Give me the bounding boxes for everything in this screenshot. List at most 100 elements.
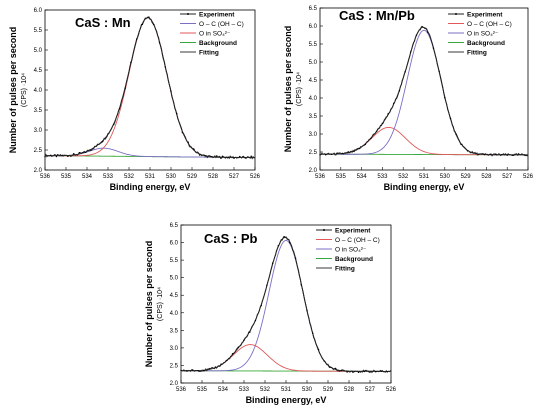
experiment-point — [444, 97, 446, 99]
experiment-point — [158, 42, 161, 44]
y-tick-label: 5.5 — [309, 42, 318, 48]
experiment-point — [186, 370, 188, 372]
legend-label: O – C (OH – C) — [199, 21, 244, 28]
experiment-point — [130, 61, 132, 64]
x-tick-label: 528 — [344, 387, 355, 393]
experiment-point — [153, 23, 155, 26]
x-tick-label: 529 — [461, 174, 472, 180]
x-tick-label: 534 — [357, 174, 368, 180]
experiment-point — [449, 117, 452, 120]
experiment-point — [489, 153, 491, 155]
experiment-point — [249, 331, 251, 333]
legend-label: Background — [467, 40, 505, 47]
x-tick-label: 536 — [315, 174, 326, 180]
experiment-point — [203, 369, 205, 372]
experiment-point — [227, 156, 229, 158]
y-axis-label: Number of pulses per second — [144, 241, 154, 368]
experiment-point — [483, 153, 486, 156]
x-axis-label: Binding energy, eV — [246, 395, 327, 405]
experiment-point — [170, 90, 172, 92]
series-experiment — [319, 25, 529, 157]
experiment-point — [254, 319, 257, 322]
experiment-point — [375, 371, 377, 373]
experiment-point — [317, 348, 320, 351]
experiment-point — [523, 154, 525, 156]
experiment-point — [289, 241, 291, 244]
x-tick-label: 529 — [323, 387, 334, 393]
experiment-point — [306, 309, 308, 312]
experiment-point — [472, 152, 474, 154]
experiment-point — [370, 137, 372, 139]
y-tick-label: 5.5 — [170, 258, 179, 264]
y-tick-label: 2.0 — [170, 381, 179, 387]
experiment-point — [398, 90, 401, 92]
chart-panel: 536 535 534 533 532 531 530 529 528 527 526 2.0 2.5 3… — [144, 223, 397, 405]
y-tick-label: 4.0 — [309, 96, 318, 102]
y-tick-label: 5.0 — [34, 48, 43, 54]
experiment-point — [369, 371, 371, 373]
experiment-point — [517, 153, 520, 155]
experiment-point — [347, 151, 350, 153]
experiment-point — [438, 70, 440, 73]
experiment-point — [50, 154, 52, 157]
x-tick-label: 532 — [124, 174, 135, 180]
series-experiment — [180, 235, 392, 374]
experiment-point — [237, 346, 239, 349]
x-tick-label: 534 — [218, 387, 229, 393]
x-tick-label: 532 — [398, 174, 409, 180]
y-tick-label: 4.0 — [170, 311, 179, 317]
experiment-point — [250, 155, 252, 158]
y-axis-unit: (CPS) ·10⁴ — [21, 73, 28, 107]
x-tick-label: 533 — [239, 387, 250, 393]
experiment-point — [135, 38, 138, 40]
x-tick-label: 526 — [250, 174, 261, 180]
experiment-point — [72, 153, 75, 155]
x-tick-label: 527 — [365, 387, 376, 393]
y-tick-label: 3.0 — [34, 128, 43, 134]
experiment-point — [198, 154, 201, 156]
series-fitting — [44, 17, 256, 159]
legend-label: O in SO₄²⁻ — [467, 31, 499, 38]
experiment-point — [312, 332, 314, 334]
chart-panel: 536 535 534 533 532 531 530 529 528 527 526 2.0 2.5 3… — [283, 6, 534, 192]
experiment-point — [427, 31, 429, 33]
experiment-point — [300, 284, 302, 286]
experiment-point — [44, 156, 46, 158]
y-tick-label: 5.0 — [170, 276, 179, 282]
experiment-point — [266, 284, 268, 287]
legend-label: Experiment — [199, 12, 235, 19]
experiment-point — [260, 304, 262, 307]
experiment-point — [415, 34, 418, 36]
panel-title: CaS : Mn/Pb — [339, 8, 415, 23]
experiment-point — [101, 141, 103, 143]
experiment-point — [346, 371, 348, 373]
experiment-point — [330, 153, 333, 155]
experiment-point — [404, 71, 406, 73]
x-tick-label: 530 — [440, 174, 451, 180]
legend-label: Experiment — [467, 12, 503, 19]
x-tick-label: 526 — [523, 174, 534, 180]
y-axis-label: Number of pulses per second — [8, 27, 18, 154]
experiment-point — [386, 371, 388, 373]
experiment-point — [329, 366, 331, 369]
series-peak-so4 — [320, 29, 528, 156]
experiment-point — [187, 141, 189, 143]
y-tick-label: 5.0 — [309, 60, 318, 66]
y-tick-label: 3.0 — [170, 346, 179, 352]
experiment-point — [67, 155, 69, 158]
x-tick-label: 527 — [229, 174, 240, 180]
y-tick-label: 6.0 — [309, 24, 318, 30]
experiment-point — [364, 143, 367, 145]
y-tick-label: 6.0 — [34, 8, 43, 14]
legend-label: Background — [335, 256, 373, 263]
y-tick-label: 6.0 — [170, 241, 179, 247]
y-tick-label: 2.0 — [34, 168, 43, 174]
experiment-point — [323, 360, 325, 362]
x-tick-label: 530 — [166, 174, 177, 180]
panel-title: CaS : Pb — [204, 231, 258, 246]
experiment-point — [393, 102, 395, 105]
experiment-point — [113, 123, 115, 126]
legend-marker — [187, 13, 189, 15]
x-tick-label: 528 — [481, 174, 492, 180]
